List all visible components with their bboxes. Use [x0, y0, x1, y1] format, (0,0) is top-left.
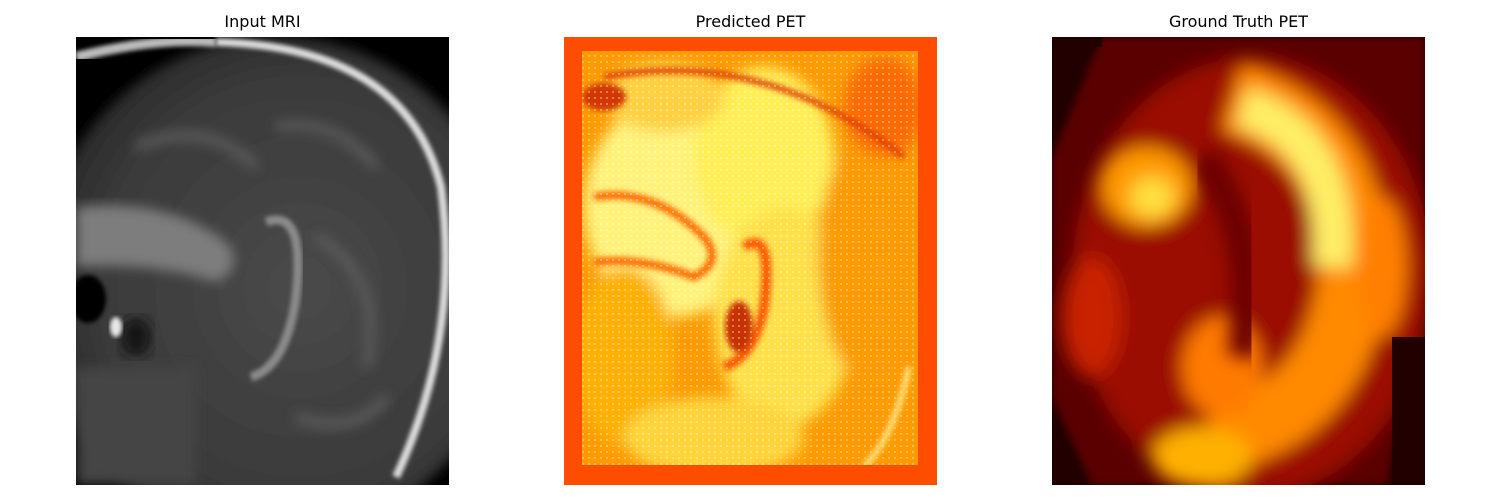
panel-title-input-mri: Input MRI	[224, 12, 301, 31]
panel-title-ground-truth-pet: Ground Truth PET	[1168, 12, 1309, 31]
panel-input-mri: Input MRI	[76, 0, 449, 500]
mri-image	[76, 37, 449, 485]
panel-predicted-pet: Predicted PET	[564, 0, 937, 500]
panel-title-predicted-pet: Predicted PET	[695, 12, 806, 31]
ground-truth-pet-image	[1052, 37, 1425, 485]
panel-ground-truth-pet: Ground Truth PET	[1052, 0, 1425, 500]
predicted-pet-image	[564, 37, 937, 485]
